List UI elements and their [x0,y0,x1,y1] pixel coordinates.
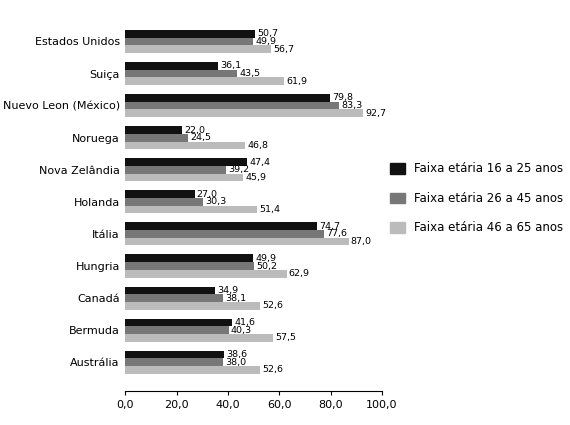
Text: 36,1: 36,1 [220,61,241,71]
Bar [125,358,223,366]
Bar [125,94,330,102]
Bar [125,206,257,213]
Bar [125,190,195,198]
Bar [125,38,254,45]
Text: 45,9: 45,9 [245,173,266,182]
Text: 39,2: 39,2 [228,165,249,174]
Text: 61,9: 61,9 [286,77,307,86]
Bar [125,222,317,230]
Bar [125,62,218,70]
Text: 41,6: 41,6 [234,318,255,327]
Text: 56,7: 56,7 [273,45,294,54]
Text: 52,6: 52,6 [262,366,283,374]
Text: 49,9: 49,9 [255,37,276,46]
Bar [125,255,254,262]
Text: 51,4: 51,4 [259,205,280,214]
Bar [125,286,215,294]
Bar [125,70,237,77]
Text: 38,0: 38,0 [225,358,246,367]
Bar [125,366,260,374]
Text: 57,5: 57,5 [275,333,296,343]
Bar [125,30,255,38]
Bar [125,238,349,246]
Text: 62,9: 62,9 [289,269,310,278]
Bar [125,142,246,149]
Text: 43,5: 43,5 [239,69,260,78]
Text: 79,8: 79,8 [332,94,353,102]
Text: 50,2: 50,2 [256,261,277,271]
Text: 87,0: 87,0 [351,237,372,246]
Text: 49,9: 49,9 [255,254,276,263]
Text: 22,0: 22,0 [184,125,205,135]
Bar [125,230,324,238]
Bar [125,158,247,166]
Bar [125,326,229,334]
Bar [125,77,284,85]
Text: 46,8: 46,8 [247,141,268,150]
Bar [125,351,225,358]
Bar [125,45,271,53]
Bar [125,126,182,134]
Bar [125,198,203,206]
Text: 74,7: 74,7 [319,222,340,231]
Bar [125,270,287,278]
Bar [125,174,243,181]
Bar [125,334,273,342]
Legend: Faixa etária 16 a 25 anos, Faixa etária 26 a 45 anos, Faixa etária 46 a 65 anos: Faixa etária 16 a 25 anos, Faixa etária … [390,162,563,235]
Text: 24,5: 24,5 [190,133,211,142]
Bar [125,134,188,142]
Bar [125,302,260,310]
Bar [125,319,232,326]
Text: 92,7: 92,7 [365,109,386,118]
Text: 38,1: 38,1 [225,294,246,303]
Text: 50,7: 50,7 [258,29,279,38]
Text: 30,3: 30,3 [205,197,226,207]
Bar [125,262,254,270]
Text: 27,0: 27,0 [197,190,218,198]
Text: 47,4: 47,4 [249,158,270,167]
Text: 38,6: 38,6 [226,350,247,359]
Bar [125,102,339,110]
Bar [125,110,363,117]
Bar [125,166,226,174]
Text: 77,6: 77,6 [327,230,348,238]
Text: 52,6: 52,6 [262,301,283,310]
Text: 83,3: 83,3 [341,101,363,110]
Text: 34,9: 34,9 [217,286,238,295]
Bar [125,294,223,302]
Text: 40,3: 40,3 [231,326,252,334]
